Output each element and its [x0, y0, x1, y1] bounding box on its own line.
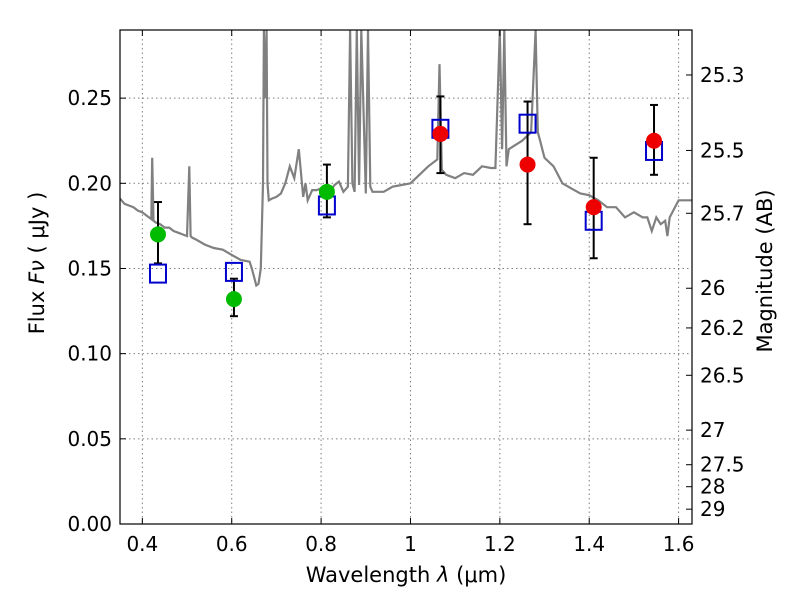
- y-axis-label-symbol: Fν: [25, 260, 49, 284]
- y-axis-label-unit: ( μJy ): [25, 192, 49, 254]
- right-tick-label: 27.5: [700, 453, 745, 477]
- x-tick-label: 1: [404, 532, 417, 556]
- x-tick-label: 1.6: [663, 532, 695, 556]
- model-spectrum-line: [120, 30, 692, 288]
- right-tick-label: 25.5: [700, 138, 745, 162]
- y-axis-label: Flux Fν ( μJy ): [25, 192, 49, 335]
- x-tick-label: 0.8: [305, 532, 337, 556]
- y-axis-ticks: 0.00 0.05 0.10 0.15 0.20 0.25: [67, 86, 126, 536]
- plot-frame: [119, 29, 693, 525]
- plot-area: [120, 30, 692, 318]
- grid: [120, 30, 692, 524]
- x-tick-label: 1.2: [484, 532, 516, 556]
- observed-photometry-markers: [149, 125, 663, 308]
- y-tick-label: 0.15: [67, 256, 112, 280]
- model-photometry-square: [148, 263, 167, 284]
- observed-nir-point: [646, 132, 663, 149]
- observed-nir-point: [432, 125, 449, 142]
- observed-optical-point: [149, 226, 166, 243]
- observed-optical-point: [225, 291, 242, 308]
- y-axis-label-text: Flux: [25, 291, 49, 335]
- right-tick-label: 25.3: [700, 63, 745, 87]
- right-tick-label: 26.5: [700, 363, 745, 387]
- right-axis-label: Magnitude (AB): [753, 189, 777, 352]
- observed-nir-point: [519, 156, 536, 173]
- right-tick-label: 28: [700, 475, 725, 499]
- x-axis-label: Wavelength λ (μm): [306, 563, 507, 587]
- y-tick-label: 0.25: [67, 86, 112, 110]
- model-photometry-markers: [148, 113, 664, 284]
- x-axis-label-unit: (μm): [456, 563, 506, 587]
- right-tick-label: 25.7: [700, 201, 745, 225]
- x-axis-label-symbol: λ: [436, 563, 449, 587]
- x-axis-ticks: 0.4 0.6 0.8 1 1.2 1.4 1.6: [126, 30, 695, 556]
- model-photometry-square: [224, 261, 243, 282]
- error-bars: [153, 95, 659, 318]
- x-tick-label: 0.4: [126, 532, 158, 556]
- right-tick-label: 26: [700, 276, 725, 300]
- right-tick-label: 29: [700, 497, 725, 521]
- y-tick-label: 0.05: [67, 427, 112, 451]
- x-axis-label-text: Wavelength: [306, 563, 431, 587]
- x-tick-label: 1.4: [573, 532, 605, 556]
- observed-nir-point: [585, 199, 602, 216]
- x-tick-label: 0.6: [216, 532, 248, 556]
- right-tick-label: 27: [700, 418, 725, 442]
- y-tick-label: 0.20: [67, 171, 112, 195]
- y-tick-label: 0.00: [67, 512, 112, 536]
- model-photometry-square: [518, 113, 537, 134]
- observed-optical-point: [318, 183, 335, 200]
- right-tick-label: 26.2: [700, 316, 745, 340]
- y-tick-label: 0.10: [67, 342, 112, 366]
